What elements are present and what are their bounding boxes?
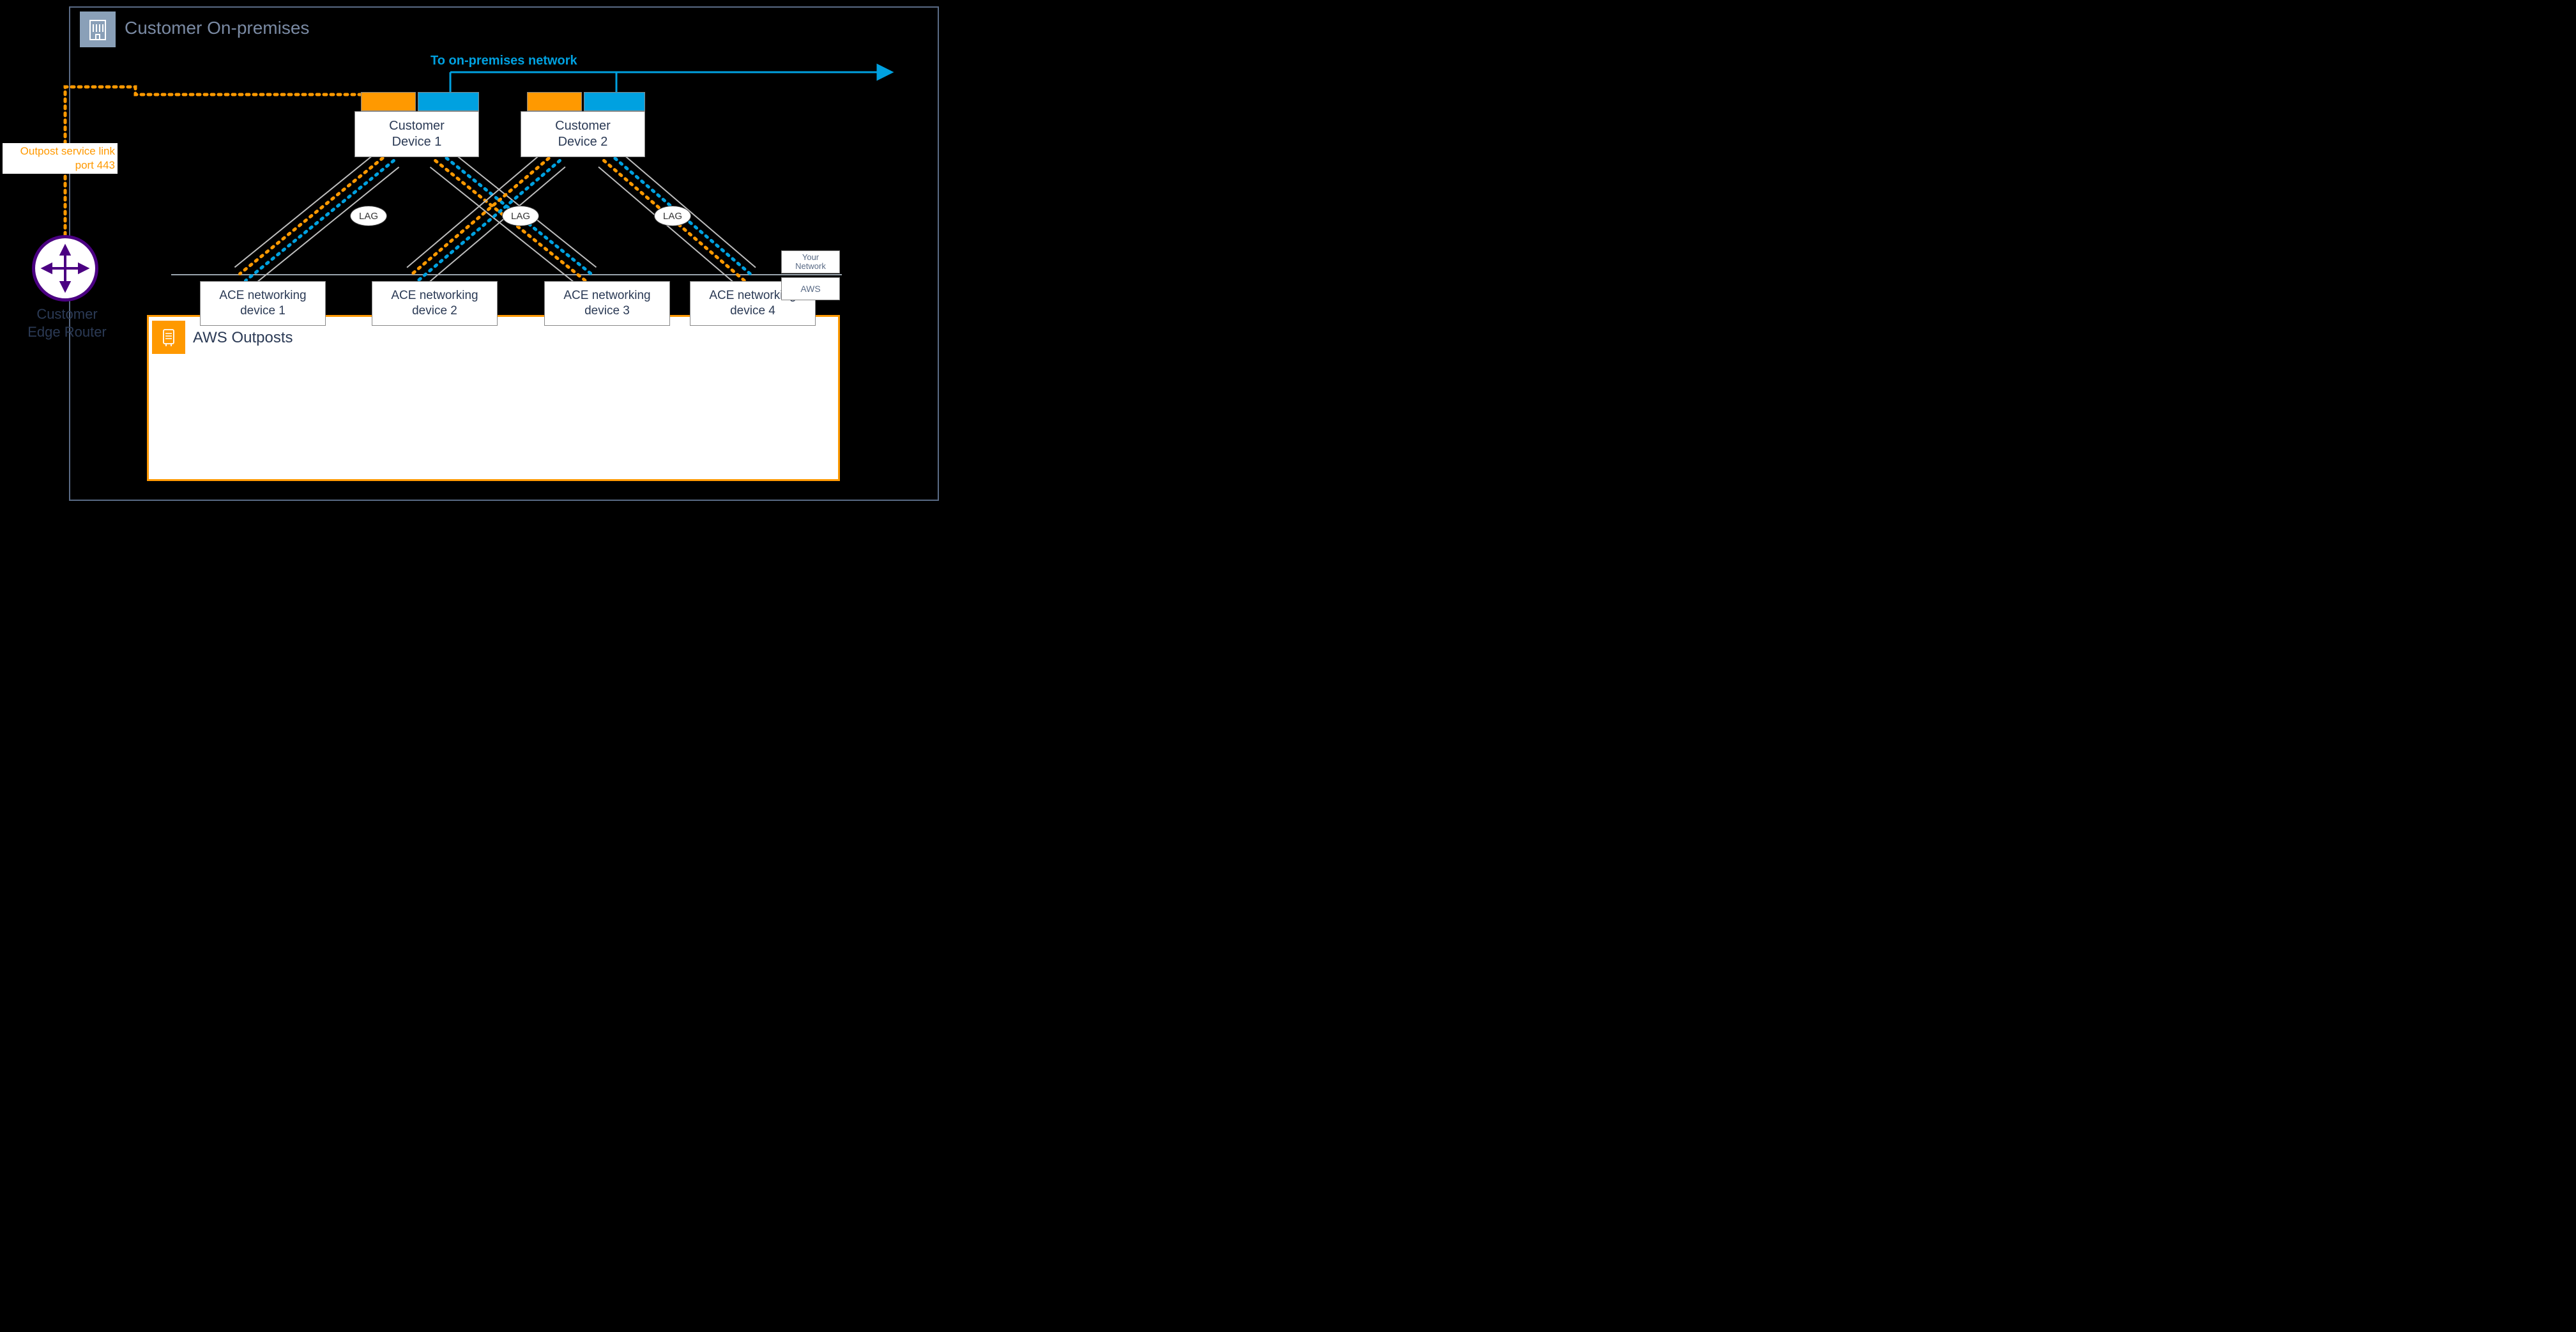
lag-3-text: LAG [663,211,682,222]
lag-2-text: LAG [511,211,530,222]
device1-port-orange [361,92,416,111]
customer-device-2: CustomerDevice 2 [521,111,645,157]
ace-device-2-label: ACE networkingdevice 2 [391,288,478,319]
building-icon [80,11,116,47]
edge-router-l1: Customer [13,305,121,323]
customer-device-1-label: CustomerDevice 1 [389,118,445,150]
aws-label: AWS [781,277,840,300]
service-link-l1: Outpost service link [5,144,115,158]
edge-router-label: Customer Edge Router [13,305,121,341]
ace-device-1: ACE networkingdevice 1 [200,281,326,326]
edge-router-l2: Edge Router [13,323,121,341]
onprem-network-label: To on-premises network [431,54,577,68]
lag-1: LAG [350,206,387,226]
device1-port-blue [418,92,479,111]
ace-device-3-label: ACE networkingdevice 3 [563,288,650,319]
aws-text: AWS [800,284,820,294]
outposts-icon [152,321,185,354]
service-link-l2: port 443 [5,158,115,172]
lag-1-text: LAG [359,211,378,222]
your-network-text: YourNetwork [795,253,826,272]
device2-port-blue [584,92,645,111]
customer-device-1: CustomerDevice 1 [354,111,479,157]
customer-device-2-label: CustomerDevice 2 [555,118,611,150]
service-link-label: Outpost service link port 443 [3,143,118,174]
onprem-header: Customer On-premises [125,18,309,38]
device2-port-orange [527,92,582,111]
edge-router-icon [32,235,98,302]
ace-device-3: ACE networkingdevice 3 [544,281,670,326]
ace-device-1-label: ACE networkingdevice 1 [219,288,306,319]
lag-3: LAG [654,206,691,226]
ace-device-2: ACE networkingdevice 2 [372,281,498,326]
outposts-title: AWS Outposts [193,329,293,347]
lag-2: LAG [502,206,539,226]
your-network-label: YourNetwork [781,250,840,273]
